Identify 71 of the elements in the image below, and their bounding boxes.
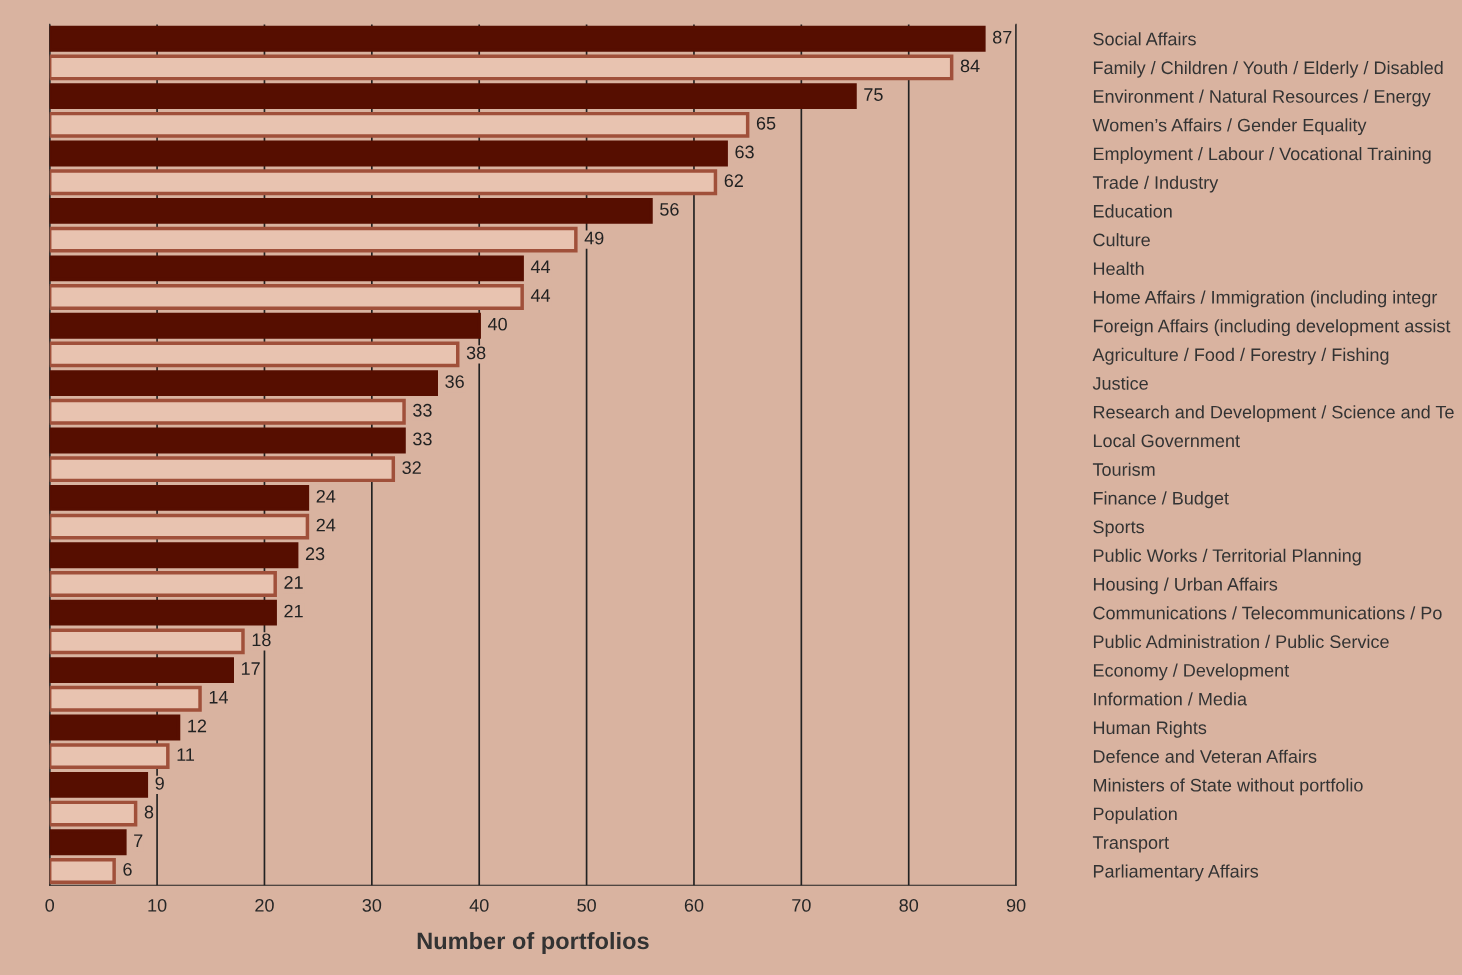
y-tick-label: Finance / Budget [1093,491,1229,509]
data-label: 65 [756,116,776,130]
data-label: 40 [487,317,507,331]
data-label: 24 [316,518,336,532]
data-label: 32 [402,461,421,475]
data-label: 44 [530,289,551,302]
x-tick-label: 30 [362,898,382,912]
data-label: 44 [530,260,551,273]
y-tick-label: Family / Children / Youth / Elderly / Disabled [1093,60,1443,78]
data-label: 21 [284,604,303,618]
y-tick-label: Environment / Natural Resources / Energy [1093,89,1431,107]
y-tick-label: Research and Development / Science and Te [1093,405,1454,423]
x-tick-label: 50 [577,898,596,912]
data-label: 62 [724,174,743,188]
data-label: 33 [413,403,432,417]
y-tick-label: Ministers of State without portfolio [1093,778,1363,796]
y-tick-label: Employment / Labour / Vocational Training [1093,146,1431,164]
y-tick-label: Defence and Veteran Affairs [1093,749,1317,763]
data-label: 75 [864,88,883,101]
data-label: 84 [960,59,980,73]
x-tick-label: 10 [148,898,167,912]
data-label: 18 [252,633,271,647]
y-tick-label: Agriculture / Food / Forestry / Fishing [1092,347,1389,365]
x-tick-label: 70 [792,898,811,912]
y-tick-label: Economy / Development [1093,663,1290,681]
y-tick-label: Housing / Urban Affairs [1093,577,1278,595]
x-tick-label: 80 [899,898,919,912]
y-tick-label: Culture [1093,233,1150,247]
data-label: 24 [316,489,336,503]
y-tick-label: Justice [1092,376,1148,390]
y-tick-label: Social Affairs [1093,32,1196,46]
data-label: 56 [660,202,679,216]
data-label: 21 [284,576,303,589]
y-tick-label: Health [1093,261,1144,276]
data-label: 49 [584,231,604,245]
data-label: 87 [992,30,1012,44]
data-label: 38 [466,346,486,360]
y-tick-label: Transport [1092,836,1169,853]
data-label: 8 [144,805,154,819]
y-tick-label: Parliamentary Affairs [1093,864,1259,882]
data-label: 14 [209,691,228,704]
y-tick-label: Communications / Telecommunications / Po [1093,606,1442,620]
x-tick-label: 40 [469,898,489,912]
data-label: 12 [188,719,207,733]
y-tick-label: Sports [1093,520,1145,537]
data-label: 17 [241,662,260,675]
y-tick-label: Population [1093,807,1177,824]
x-axis-title: Number of portfolios [417,931,649,954]
y-tick-label: Public Works / Territorial Planning [1093,548,1361,566]
y-tick-label: Human Rights [1093,720,1207,738]
data-label: 11 [177,748,195,761]
x-tick-label: 90 [1006,898,1026,912]
y-tick-label: Trade / Industry [1092,175,1219,193]
data-label: 36 [445,375,464,388]
data-label: 6 [123,863,132,876]
data-label: 63 [735,145,754,159]
y-tick-label: Information / Media [1094,692,1248,706]
data-label: 33 [413,432,432,446]
data-label: 9 [155,776,164,790]
y-tick-label: Women’s Affairs / Gender Equality [1092,118,1367,136]
y-tick-label: Education [1093,204,1172,218]
y-tick-label: Local Government [1093,433,1240,448]
data-label: 7 [134,834,143,847]
y-tick-label: Tourism [1092,462,1155,476]
x-tick-label: 60 [684,898,704,912]
x-tick-label: 0 [45,898,55,912]
data-label: 23 [305,547,325,561]
y-tick-label: Foreign Affairs (including development assist [1093,319,1451,336]
x-tick-label: 20 [255,898,274,912]
y-tick-label: Home Affairs / Immigration (including integr [1093,290,1438,308]
y-tick-label: Public Administration / Public Service [1093,634,1389,649]
